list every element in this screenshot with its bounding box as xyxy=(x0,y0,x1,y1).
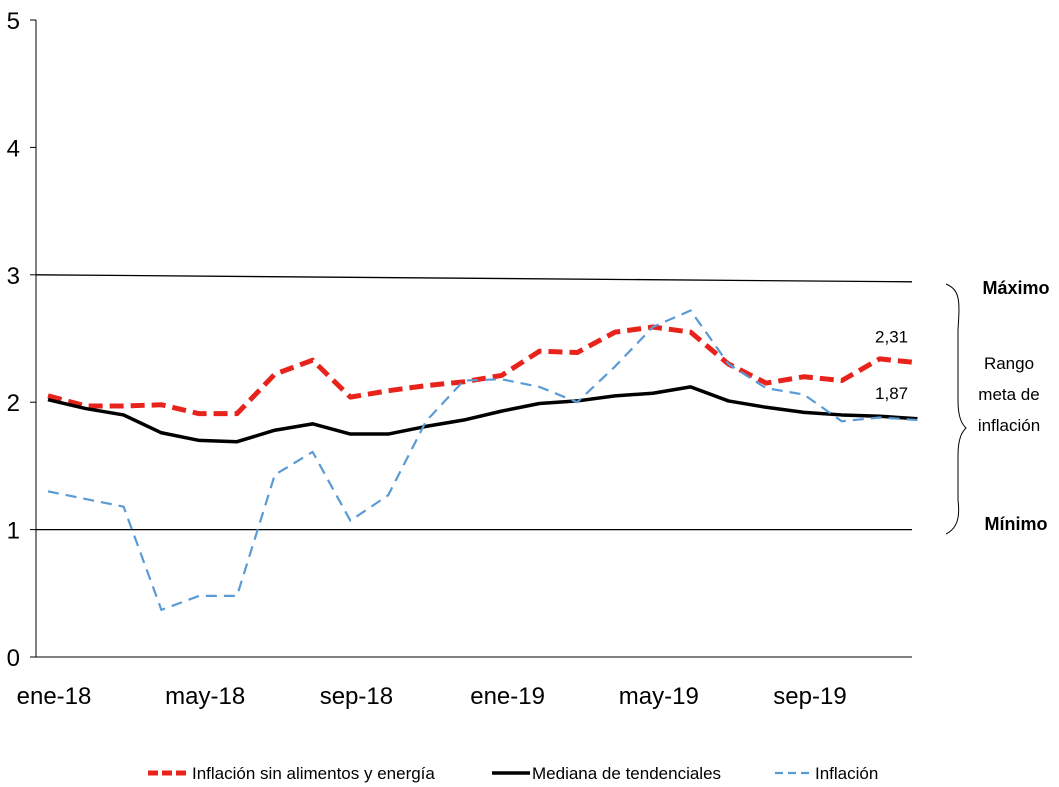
y-tick-label: 2 xyxy=(7,390,20,417)
data-label: 2,31 xyxy=(875,328,908,347)
y-tick-label: 5 xyxy=(7,8,20,35)
y-tick-label: 1 xyxy=(7,518,20,545)
legend-label: Inflación xyxy=(815,764,878,783)
x-tick-label: sep-19 xyxy=(773,683,846,710)
x-tick-label: sep-18 xyxy=(320,683,393,710)
series-line xyxy=(47,324,918,417)
range-label-line: meta de xyxy=(978,385,1039,404)
x-tick-label: may-18 xyxy=(165,683,245,710)
x-tick-label: may-19 xyxy=(619,683,699,710)
reference-line-label: Máximo xyxy=(982,278,1049,298)
range-brace xyxy=(945,283,967,535)
y-tick-label: 4 xyxy=(7,135,20,162)
annotations: 2,31 1,87 Máximo Mínimo Rango meta de inflació… xyxy=(875,278,1050,535)
series-line xyxy=(47,309,918,611)
x-tick-label: ene-18 xyxy=(17,683,92,710)
x-tick-label: ene-19 xyxy=(470,683,545,710)
y-tick-label: 0 xyxy=(7,645,20,672)
data-label: 1,87 xyxy=(875,384,908,403)
legend: Inflación sin alimentos y energía Mediana… xyxy=(148,764,878,783)
axes: 0 1 2 3 4 5 ene-18 may-18 sep-18 ene-19 may-19 sep-… xyxy=(7,8,912,710)
range-label-line: Rango xyxy=(984,354,1034,373)
range-label-line: inflación xyxy=(978,416,1040,435)
series-group xyxy=(47,309,918,611)
reference-line xyxy=(35,274,913,283)
reference-line-label: Mínimo xyxy=(985,514,1048,534)
series-line xyxy=(47,385,918,444)
legend-label: Mediana de tendenciales xyxy=(532,764,721,783)
y-tick-label: 3 xyxy=(7,263,20,290)
legend-label: Inflación sin alimentos y energía xyxy=(192,764,435,783)
reference-lines xyxy=(35,274,913,531)
